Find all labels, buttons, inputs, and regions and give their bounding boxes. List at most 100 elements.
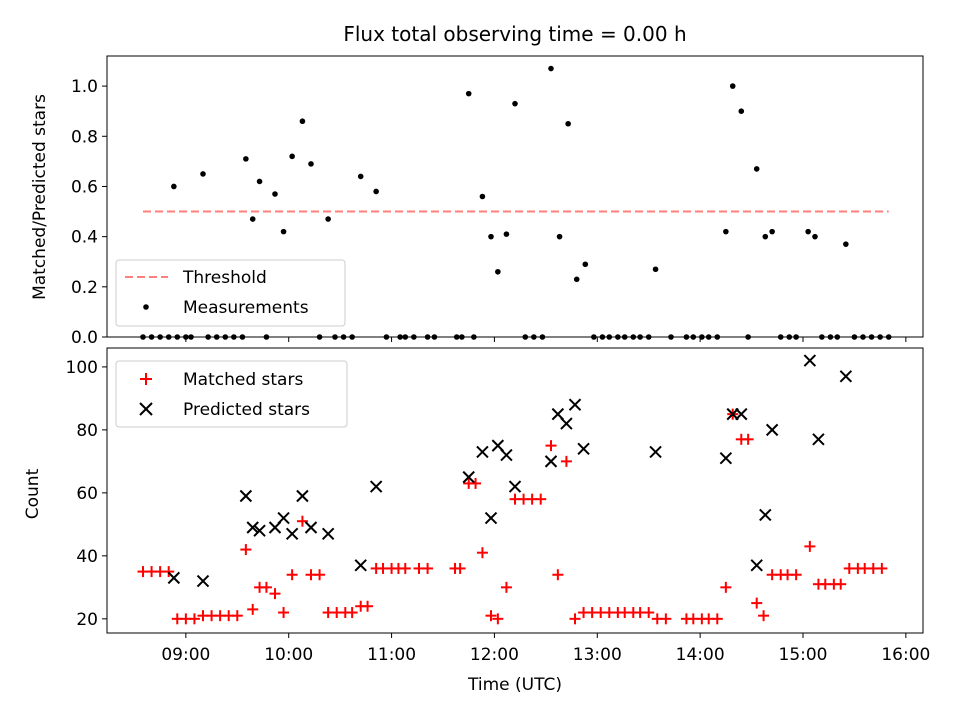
measurement-point [200,171,206,177]
y-tick-label: 0.8 [71,127,98,147]
matched-stars-point [876,562,888,574]
matched-stars-point [835,578,847,590]
x-tick-label: 13:00 [573,645,622,665]
measurement-point [573,276,580,283]
measurement-point [243,156,249,162]
measurement-point [373,188,379,195]
matched-stars-point [751,597,763,609]
measurement-point [565,120,571,127]
predicted-stars-point [560,417,573,430]
matched-stars-point [346,607,358,619]
measurement-point [289,153,295,160]
legend-measurements-label: Measurements [183,298,309,318]
predicted-stars-point [577,442,590,455]
matched-stars-point [660,613,672,625]
measurement-point [805,228,811,235]
count-panel: 09:00 10:00 11:00 12:00 13:00 14:00 15:00 16:00… [23,347,930,695]
matched-stars-point [240,544,252,556]
predicted-stars-point [765,423,779,437]
x-tick-label: 14:00 [676,645,725,665]
x-tick-label: 15:00 [779,645,828,665]
y-tick-label: 0.2 [71,278,98,298]
matched-stars-point [399,562,411,574]
matched-stars-point [485,610,497,622]
matched-stars-point [314,569,326,581]
measurement-point [738,108,745,114]
matched-stars-point [720,581,732,593]
legend-predicted-label: Predicted stars [183,400,310,420]
predicted-stars-point [735,407,748,421]
matched-stars-point [163,566,175,578]
predicted-stars-point [500,448,513,462]
y-tick-label: 60 [76,484,98,504]
y-tick-label: 0.6 [71,177,98,197]
matched-stars-point [552,569,564,581]
matched-stars-point [286,569,298,581]
count-legend: Matched stars Predicted stars [115,360,348,428]
matched-stars-point [296,515,308,527]
predicted-stars-point [568,398,582,411]
matched-stars-point [362,600,374,612]
predicted-stars-point [354,559,367,572]
measurement-point [171,183,177,190]
measurement-point [556,233,563,240]
x-tick-label: 12:00 [470,645,519,665]
measurement-point [308,161,314,167]
ratio-legend: Threshold Measurements [115,259,346,327]
predicted-stars-point [812,433,825,446]
measurement-point [503,231,510,237]
matched-stars-point [711,613,723,625]
predicted-stars-point [369,480,383,493]
predicted-stars-point [239,489,253,503]
ratio-y-axis-label: Matched/Predicted stars [30,94,50,300]
matched-stars-point [231,610,243,622]
predicted-stars-point [246,521,259,534]
measurement-point [299,118,306,125]
ratio-panel: 0.0 0.2 0.4 0.6 0.8 1.0 Matched/Predicted sta… [30,55,924,348]
predicted-stars-point [253,524,266,537]
matched-stars-point [804,540,816,552]
measurement-point [357,173,364,180]
y-tick-label: 20 [76,610,98,630]
matched-stars-point [500,581,512,593]
predicted-stars-point [167,571,181,585]
x-axis-label: Time (UTC) [467,675,562,695]
predicted-stars-point [719,452,733,465]
matched-stars-point [560,455,572,467]
matched-stars-point [758,610,770,622]
predicted-stars-point [321,527,335,541]
measurement-point [256,178,263,185]
measurement-point [548,65,554,72]
x-tick-label: 11:00 [367,645,416,665]
measurement-point [753,166,760,172]
measurement-point [465,90,472,97]
x-tick-label: 16:00 [881,645,930,665]
measurement-point [249,216,256,222]
legend-threshold-label: Threshold [182,268,267,288]
y-tick-label: 40 [76,547,98,567]
matched-stars-point [269,588,281,600]
matched-stars-point [569,613,581,625]
measurement-point [812,233,818,240]
predicted-stars-point [750,559,763,572]
predicted-stars-point [285,527,299,541]
y-tick-label: 1.0 [71,77,98,97]
y-tick-label: 0.0 [71,328,98,348]
y-tick-label: 100 [66,358,98,378]
legend-box [115,259,346,327]
measurement-point [495,268,501,275]
x-tick-label: 10:00 [264,645,313,665]
legend-matched-marker [140,373,152,385]
measurement-point [280,228,287,235]
matched-stars-point [260,581,272,593]
legend-matched-label: Matched stars [183,370,303,390]
ratio-panel-frame [106,55,924,338]
measurement-point [762,233,769,240]
y-tick-label: 80 [76,421,98,441]
matched-stars-point [742,433,754,445]
count-panel-frame [106,347,924,634]
measurement-point [479,193,486,200]
predicted-stars-point [484,511,498,525]
predicted-stars-point [649,445,662,459]
predicted-stars-point [839,370,853,383]
